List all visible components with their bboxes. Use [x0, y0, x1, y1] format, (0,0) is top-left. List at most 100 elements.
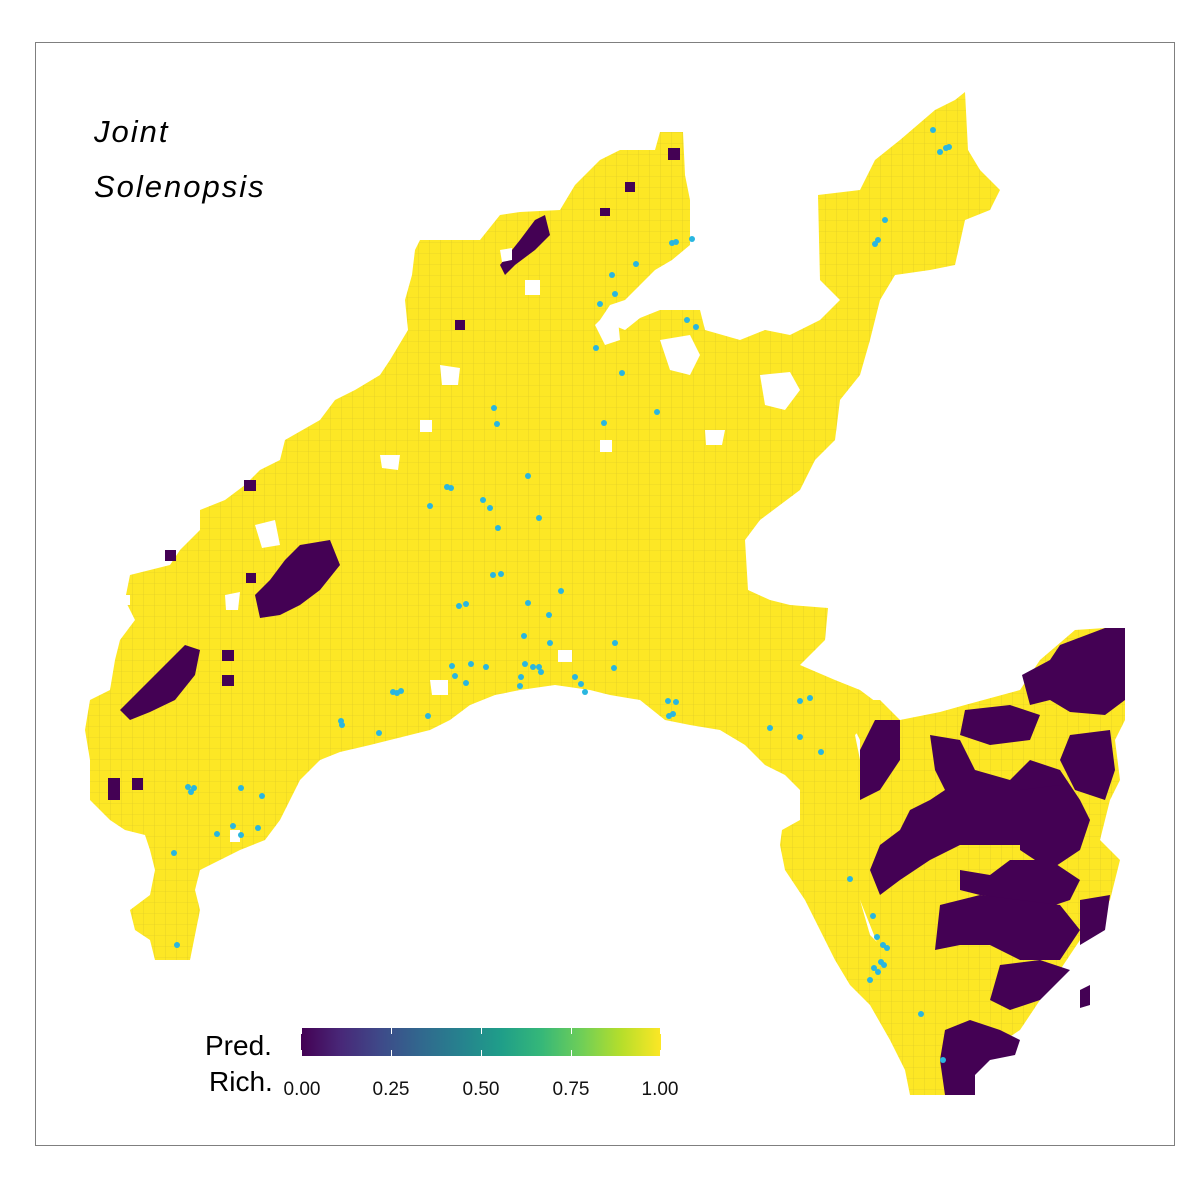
map-region-low [668, 148, 680, 160]
legend-tick-mark [660, 1028, 661, 1056]
observation-point [670, 711, 676, 717]
observation-point [174, 942, 180, 948]
title-line-2: Solenopsis [94, 169, 266, 204]
observation-point [578, 681, 584, 687]
observation-point [870, 913, 876, 919]
observation-point [525, 473, 531, 479]
observation-point [468, 661, 474, 667]
map-region-low [120, 645, 200, 720]
map-region-low [1080, 985, 1090, 1008]
observation-point [521, 633, 527, 639]
map-region-low [165, 550, 176, 561]
observation-point [882, 217, 888, 223]
map-region-low [500, 215, 550, 275]
observation-point [259, 793, 265, 799]
observation-point [582, 689, 588, 695]
observation-point [797, 734, 803, 740]
title-line-1: Joint [94, 114, 170, 149]
observation-point [874, 934, 880, 940]
map-region-low [244, 480, 256, 491]
observation-point [807, 695, 813, 701]
legend-tick-label: 0.75 [552, 1079, 590, 1100]
map-region-low [625, 182, 635, 192]
observation-point [601, 420, 607, 426]
observation-point [946, 144, 952, 150]
observation-point [255, 825, 261, 831]
map-no-data-hole [420, 420, 432, 432]
observation-point [425, 713, 431, 719]
observation-point [171, 850, 177, 856]
map-region-low [222, 675, 234, 686]
legend-tick-mark [391, 1028, 392, 1056]
observation-point [494, 421, 500, 427]
observation-point [847, 876, 853, 882]
map-no-data-hole [705, 430, 725, 445]
map-region-low [455, 320, 465, 330]
observation-point [593, 345, 599, 351]
observation-point [572, 674, 578, 680]
observation-point [797, 698, 803, 704]
map-region-low [1080, 895, 1110, 945]
map-no-data-hole [595, 315, 620, 345]
observation-point [191, 785, 197, 791]
observation-point [875, 237, 881, 243]
map-region-low [132, 778, 143, 790]
observation-point [609, 272, 615, 278]
observation-point [483, 664, 489, 670]
legend-tick-label: 1.00 [641, 1079, 679, 1100]
legend-tick-mark [571, 1028, 572, 1056]
map-region-low [246, 573, 256, 583]
observation-point [448, 485, 454, 491]
legend-title-line-2: Rich. [209, 1066, 273, 1097]
map-no-data-hole [230, 830, 240, 842]
observation-point [875, 969, 881, 975]
map-no-data-hole [500, 248, 512, 262]
observation-point [398, 688, 404, 694]
observation-point [689, 236, 695, 242]
observation-point [611, 665, 617, 671]
observation-point [522, 661, 528, 667]
observation-point [665, 698, 671, 704]
map-no-data-hole [430, 680, 448, 695]
observation-point [517, 683, 523, 689]
observation-point [867, 977, 873, 983]
observation-point [884, 945, 890, 951]
map-region-low [960, 860, 1080, 910]
map-no-data-hole [525, 280, 540, 295]
map-no-data-hole [440, 365, 460, 385]
observation-point [673, 699, 679, 705]
map-region-low [940, 1020, 1020, 1095]
observation-point [597, 301, 603, 307]
observation-point [767, 725, 773, 731]
plot-panel [35, 42, 1175, 1146]
observation-point [463, 680, 469, 686]
observation-point [427, 503, 433, 509]
map-no-data-hole [380, 455, 400, 470]
map-no-data-hole [120, 595, 130, 605]
map-cell-grid [85, 92, 1000, 1095]
observation-point [452, 673, 458, 679]
observation-point [490, 572, 496, 578]
map-region-low [1060, 730, 1115, 800]
observation-point [449, 663, 455, 669]
legend-tick-label: 0.00 [283, 1079, 321, 1100]
map-region-low [108, 778, 120, 800]
map-no-data-hole [225, 592, 240, 610]
map-region-low [1022, 628, 1125, 715]
map-no-data-hole [660, 335, 700, 375]
observation-point [491, 405, 497, 411]
map-region-low [935, 895, 1080, 960]
map-region-low [222, 650, 234, 661]
legend-tick-mark [481, 1028, 482, 1056]
legend-tick-label: 0.50 [462, 1079, 500, 1100]
observation-point [463, 601, 469, 607]
legend-tick-mark [301, 1028, 302, 1056]
observation-point [546, 612, 552, 618]
observation-point [518, 674, 524, 680]
map-region-low [1020, 785, 1090, 870]
observation-point [940, 1057, 946, 1063]
observation-point [612, 291, 618, 297]
observation-point [619, 370, 625, 376]
map-region-low [990, 960, 1070, 1010]
